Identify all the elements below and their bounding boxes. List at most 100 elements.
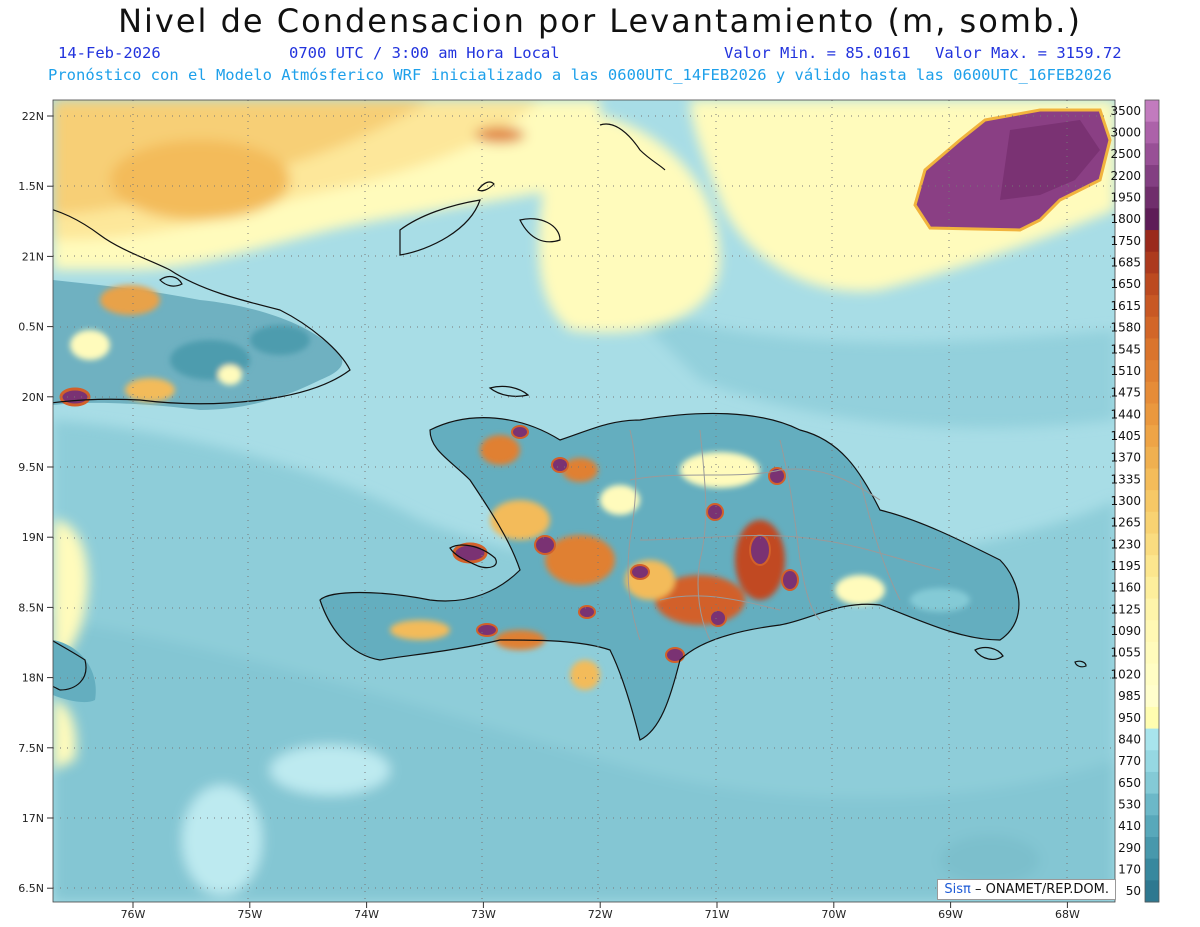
- colorbar-swatch: [1145, 490, 1159, 513]
- colorbar-label: 1300: [1110, 494, 1141, 508]
- colorbar-label: 1405: [1110, 429, 1141, 443]
- lat-tick-label: 21N: [22, 250, 44, 263]
- lon-tick-label: 70W: [821, 908, 846, 921]
- colorbar-swatch: [1145, 663, 1159, 686]
- date-label: 14-Feb-2026: [58, 44, 161, 62]
- colorbar-label: 1510: [1110, 364, 1141, 378]
- lat-tick-label: 19N: [22, 531, 44, 544]
- colorbar-swatch: [1145, 641, 1159, 665]
- colorbar-frame: [1144, 99, 1160, 903]
- colorbar-label: 1685: [1110, 256, 1141, 270]
- credit-box: Sisπ – ONAMET/REP.DOM.: [937, 879, 1116, 900]
- colorbar-label: 1545: [1110, 342, 1141, 356]
- lat-tick-label: 20N: [22, 391, 44, 404]
- colorbar-label: 840: [1118, 732, 1141, 746]
- colorbar-swatch: [1145, 360, 1159, 383]
- ne-maximum-core: [1000, 120, 1100, 200]
- colorbar-label: 1440: [1110, 407, 1141, 421]
- colorbar-swatch: [1145, 750, 1159, 773]
- colorbar-swatch: [1145, 273, 1159, 296]
- northern-high-values: [53, 100, 1115, 770]
- colorbar-swatch: [1145, 381, 1159, 404]
- colorbar-label: 170: [1118, 862, 1141, 876]
- lon-tick-label: 72W: [588, 908, 613, 921]
- colorbar-label: 1020: [1110, 667, 1141, 681]
- colorbar-label: 1160: [1110, 581, 1141, 595]
- lat-tick-label: 17N: [22, 812, 44, 825]
- colorbar-label: 1650: [1110, 277, 1141, 291]
- colorbar-swatch: [1145, 100, 1159, 123]
- province-lines: [627, 429, 941, 641]
- longitude-axis: 76W 75W 74W 73W 72W 71W 70W 69W 68W: [121, 902, 1080, 921]
- colorbar-swatch: [1145, 836, 1159, 860]
- colorbar-swatch: [1145, 685, 1159, 708]
- colorbar-label: 3500: [1110, 104, 1141, 118]
- colorbar-label: 1800: [1110, 212, 1141, 226]
- colorbar-swatch: [1145, 598, 1159, 621]
- colorbar-swatch: [1145, 165, 1159, 188]
- colorbar-label: 3000: [1110, 126, 1141, 140]
- colorbar-label: 1580: [1110, 321, 1141, 335]
- colorbar-swatch: [1145, 251, 1159, 274]
- colorbar-swatch: [1145, 446, 1159, 469]
- lat-tick-label: 1.5N: [18, 180, 44, 193]
- colorbar-swatch: [1145, 208, 1159, 231]
- min-value-label: Valor Min. = 85.0161: [724, 44, 911, 62]
- coastlines: [53, 123, 1087, 741]
- colorbar-label: 1475: [1110, 386, 1141, 400]
- colorbar-swatch: [1145, 771, 1159, 795]
- colorbar-swatch: [1145, 620, 1159, 643]
- colorbar-label: 530: [1118, 797, 1141, 811]
- latitude-axis: 22N 1.5N 21N 0.5N 20N 9.5N 19N 8.5N 18N 7.5N 17N 6.…: [18, 110, 53, 895]
- cuba-landmass: [53, 280, 343, 410]
- colorbar: 3500 3000 2500 2200 1950 1800 1750 1685 1650 1615…: [1110, 99, 1160, 903]
- credit-org: – ONAMET/REP.DOM.: [974, 882, 1109, 897]
- lon-tick-label: 69W: [938, 908, 963, 921]
- colorbar-swatch: [1145, 858, 1159, 881]
- max-value-label: Valor Max. = 3159.72: [935, 44, 1122, 62]
- colorbar-label: 1615: [1110, 299, 1141, 313]
- colorbar-swatch: [1145, 316, 1159, 339]
- colorbar-swatch: [1145, 576, 1159, 600]
- lon-tick-label: 75W: [237, 908, 262, 921]
- colorbar-swatch: [1145, 295, 1159, 318]
- lon-tick-label: 68W: [1055, 908, 1080, 921]
- model-info-line: Pronóstico con el Modelo Atmósferico WRF…: [48, 66, 1112, 84]
- colorbar-label: 410: [1118, 819, 1141, 833]
- colorbar-label: 1055: [1110, 646, 1141, 660]
- colorbar-label: 985: [1118, 689, 1141, 703]
- lat-tick-label: 22N: [22, 110, 44, 123]
- colorbar-swatch: [1145, 511, 1159, 535]
- lat-tick-label: 8.5N: [18, 601, 44, 614]
- colorbar-swatch: [1145, 425, 1159, 448]
- colorbar-label: 2200: [1110, 169, 1141, 183]
- lon-tick-label: 76W: [121, 908, 146, 921]
- colorbar-label: 950: [1118, 711, 1141, 725]
- graticule: [53, 100, 1115, 902]
- colorbar-swatch: [1145, 728, 1159, 751]
- colorbar-label: 1090: [1110, 624, 1141, 638]
- map-field: [53, 100, 1115, 902]
- colorbar-swatch: [1145, 186, 1159, 209]
- colorbar-label: 1750: [1110, 234, 1141, 248]
- colorbar-label: 770: [1118, 754, 1141, 768]
- lat-tick-label: 9.5N: [18, 461, 44, 474]
- colorbar-label: 2500: [1110, 147, 1141, 161]
- lat-tick-label: 0.5N: [18, 321, 44, 334]
- colorbar-swatch: [1145, 555, 1159, 578]
- colorbar-swatch: [1145, 230, 1159, 253]
- colorbar-label: 1265: [1110, 516, 1141, 530]
- colorbar-label: 1125: [1110, 602, 1141, 616]
- lat-tick-label: 7.5N: [18, 742, 44, 755]
- colorbar-swatch: [1145, 793, 1159, 816]
- map-title: Nivel de Condensacion por Levantamiento …: [118, 2, 1082, 40]
- plot-frame: [52, 99, 1116, 903]
- hispaniola-landmass: [320, 413, 1019, 740]
- colorbar-label: 290: [1118, 841, 1141, 855]
- colorbar-swatch: [1145, 533, 1159, 556]
- lat-tick-label: 18N: [22, 672, 44, 685]
- time-label: 0700 UTC / 3:00 am Hora Local: [289, 44, 560, 62]
- jamaica-edge: [53, 640, 96, 703]
- colorbar-label: 1230: [1110, 537, 1141, 551]
